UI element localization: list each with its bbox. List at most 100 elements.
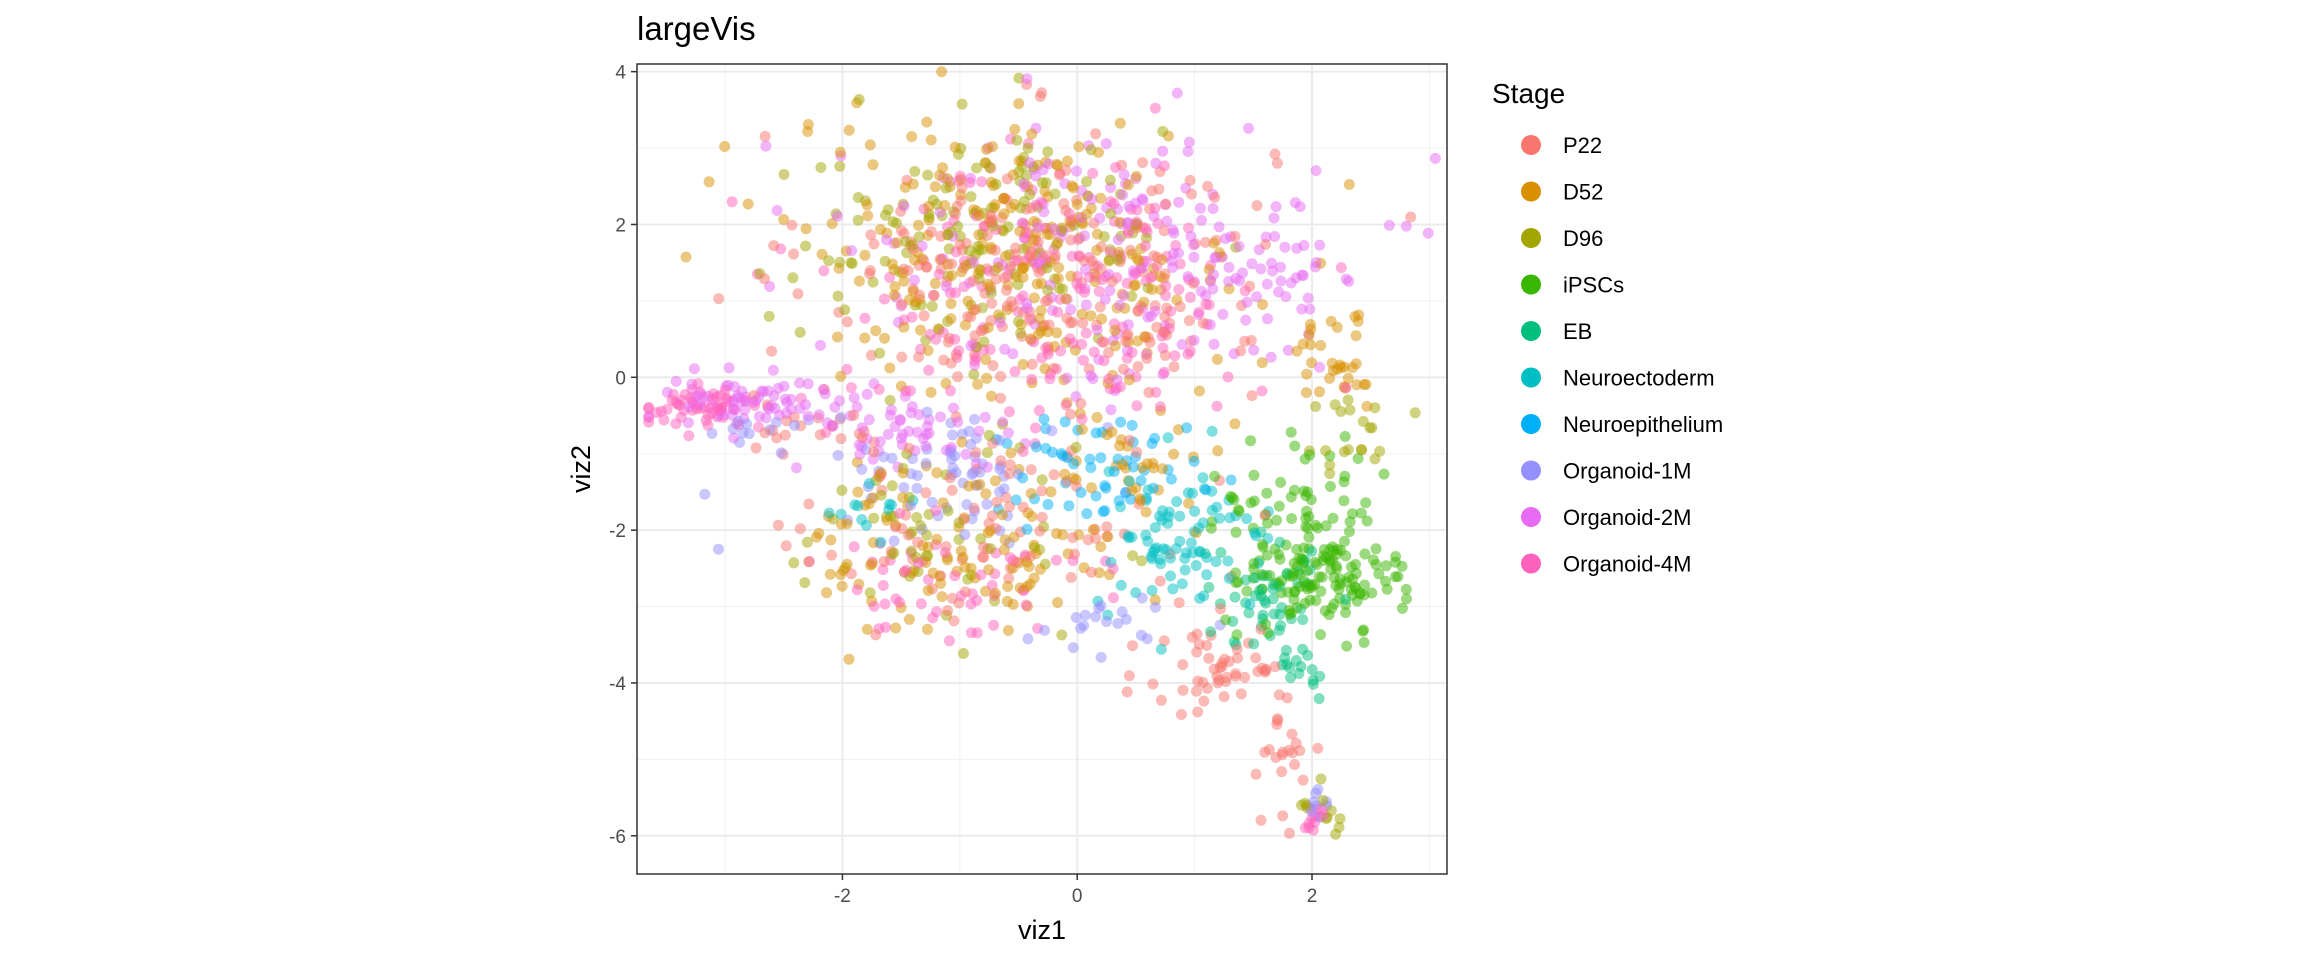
scatter-point xyxy=(994,463,1006,475)
scatter-point xyxy=(775,447,787,459)
scatter-point xyxy=(968,368,980,380)
scatter-point xyxy=(1002,581,1014,592)
scatter-point xyxy=(834,160,846,172)
scatter-point xyxy=(942,505,954,517)
scatter-point xyxy=(879,293,890,305)
scatter-point xyxy=(908,274,920,286)
scatter-point xyxy=(1361,515,1373,527)
scatter-point xyxy=(959,561,971,573)
scatter-point xyxy=(1287,567,1299,579)
scatter-point xyxy=(974,479,986,490)
scatter-point xyxy=(778,214,790,225)
legend-label: D96 xyxy=(1563,226,1603,251)
scatter-point xyxy=(712,543,724,555)
scatter-point xyxy=(1050,554,1062,566)
legend-swatch xyxy=(1521,553,1541,574)
scatter-point xyxy=(1193,545,1205,557)
scatter-point xyxy=(1060,164,1072,176)
scatter-point xyxy=(1304,579,1315,591)
scatter-point xyxy=(1343,526,1355,538)
scatter-point xyxy=(1005,447,1017,459)
scatter-point xyxy=(831,210,843,222)
scatter-point xyxy=(851,401,863,413)
scatter-point xyxy=(703,176,715,188)
scatter-point xyxy=(1177,659,1189,671)
scatter-point xyxy=(1076,413,1088,425)
scatter-point xyxy=(1209,252,1221,264)
scatter-point xyxy=(1042,146,1054,158)
scatter-point xyxy=(916,240,928,252)
scatter-point xyxy=(1147,678,1159,690)
y-tick-label: 4 xyxy=(615,63,626,84)
scatter-point xyxy=(1118,363,1129,375)
scatter-point xyxy=(1202,180,1214,192)
scatter-point xyxy=(1077,354,1089,366)
scatter-point xyxy=(861,623,873,635)
scatter-point xyxy=(886,452,898,464)
scatter-point xyxy=(1082,534,1094,546)
scatter-point xyxy=(1188,251,1200,263)
axes: -2 0 2 -6 -4 -2 0 2 4 xyxy=(609,63,1317,907)
scatter-point xyxy=(1329,399,1341,411)
scatter-point xyxy=(976,176,988,188)
scatter-point xyxy=(1145,551,1157,562)
scatter-point xyxy=(1161,302,1173,314)
legend: Stage P22 D52 D96 iPSCs EB Neuroectoderm Neuro… xyxy=(1492,78,1723,577)
scatter-point xyxy=(1123,670,1135,682)
scatter-point xyxy=(949,287,961,299)
scatter-point xyxy=(1035,196,1047,208)
panel-border xyxy=(636,63,1448,875)
scatter-point xyxy=(1017,359,1029,370)
scatter-point xyxy=(870,629,882,641)
scatter-point xyxy=(888,289,900,301)
legend-item: P22 xyxy=(1521,133,1602,158)
scatter-point xyxy=(1277,810,1289,822)
scatter-point xyxy=(802,378,814,390)
scatter-point xyxy=(1275,476,1287,488)
scatter-point xyxy=(952,371,964,383)
scatter-point xyxy=(922,623,933,635)
scatter-point xyxy=(1105,404,1117,416)
scatter-point xyxy=(873,384,885,395)
scatter-point xyxy=(1193,306,1205,318)
scatter-point xyxy=(898,321,910,333)
scatter-point xyxy=(1051,327,1063,339)
scatter-point xyxy=(848,541,860,553)
scatter-point xyxy=(1243,122,1254,134)
scatter-point xyxy=(1203,581,1215,593)
scatter-point xyxy=(1124,493,1136,505)
scatter-point xyxy=(1221,671,1233,683)
scatter-point xyxy=(1053,262,1065,274)
scatter-point xyxy=(1299,597,1311,609)
scatter-point xyxy=(1184,174,1196,186)
scatter-point xyxy=(1286,728,1298,740)
scatter-point xyxy=(802,410,814,422)
scatter-point xyxy=(864,139,876,151)
scatter-point xyxy=(885,404,897,416)
scatter-point xyxy=(766,400,778,412)
scatter-point xyxy=(856,422,868,434)
scatter-point xyxy=(911,512,923,523)
scatter-point xyxy=(1378,468,1390,480)
scatter-point xyxy=(1071,198,1083,210)
scatter-point xyxy=(1155,643,1167,655)
scatter-point xyxy=(1025,488,1037,499)
scatter-point xyxy=(891,237,903,249)
scatter-point xyxy=(859,249,871,261)
scatter-point xyxy=(788,248,800,260)
scatter-point xyxy=(1192,706,1204,718)
scatter-point xyxy=(1186,487,1198,499)
scatter-point xyxy=(931,606,942,618)
scatter-point xyxy=(1162,432,1174,444)
scatter-point xyxy=(1000,284,1012,296)
scatter-point xyxy=(1042,499,1054,510)
scatter-point xyxy=(1055,345,1066,357)
scatter-point xyxy=(1271,157,1283,169)
scatter-point xyxy=(1231,643,1243,655)
scatter-point xyxy=(1108,466,1120,477)
scatter-point xyxy=(1182,348,1194,360)
scatter-point xyxy=(1122,319,1134,331)
scatter-point xyxy=(1233,240,1245,252)
scatter-point xyxy=(834,146,846,158)
